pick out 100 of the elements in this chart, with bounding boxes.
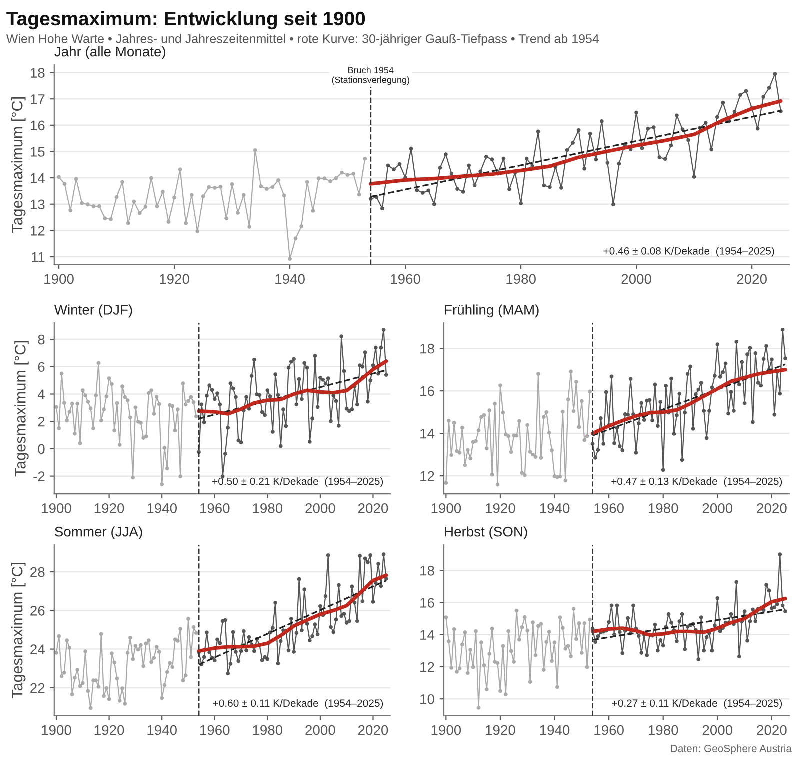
x-tick-label: 2020 [757, 725, 787, 736]
point [184, 221, 188, 226]
point [172, 196, 176, 200]
point [534, 653, 538, 658]
point [476, 428, 481, 433]
point [186, 399, 190, 404]
y-tick-label: 12 [30, 226, 45, 236]
point [506, 629, 511, 634]
point [352, 172, 356, 176]
point [76, 402, 80, 406]
point [68, 410, 72, 414]
point [493, 402, 497, 406]
point [126, 398, 130, 402]
point [173, 638, 178, 642]
point [488, 652, 492, 656]
point [501, 410, 506, 415]
line-series [197, 574, 388, 654]
line-series [197, 360, 388, 416]
x-tick-label: 1980 [253, 725, 283, 736]
point [588, 390, 592, 394]
y-tick-label: 16 [420, 598, 434, 608]
point [139, 421, 143, 425]
point [556, 685, 560, 690]
point [452, 421, 456, 425]
y-tick-label: 12 [420, 662, 434, 672]
ref-line-label: Bruch 1954 (Stationsverlegung) [332, 66, 410, 86]
x-tick-label: 1920 [94, 504, 124, 514]
point [146, 638, 151, 643]
point [550, 659, 554, 664]
point [110, 382, 114, 386]
point [74, 177, 78, 182]
point [138, 211, 142, 216]
point [574, 380, 578, 384]
point [542, 668, 546, 672]
point [574, 637, 578, 642]
y-tick-label: 24 [30, 644, 45, 654]
point [190, 193, 194, 198]
y-axis-title: Tagesmaximum [°C] [14, 341, 29, 477]
x-tick-label: 1900 [432, 504, 462, 514]
point [144, 642, 148, 646]
y-tick-label: 2 [38, 416, 45, 427]
point [189, 395, 194, 400]
chart-title: Frühling (MAM) [445, 304, 539, 318]
point [468, 648, 473, 652]
x-tick-label: 1960 [594, 504, 624, 514]
point [334, 176, 338, 180]
point [78, 442, 82, 446]
point [544, 410, 549, 414]
y-axis-title: Tagesmaximum [°C] [12, 563, 26, 699]
point [528, 680, 532, 684]
point [162, 683, 167, 688]
point [300, 224, 304, 228]
point [84, 394, 88, 398]
point [536, 624, 540, 628]
point [123, 702, 128, 706]
point [84, 650, 88, 654]
point [531, 620, 535, 624]
point [506, 434, 511, 438]
point [580, 399, 584, 404]
point [176, 639, 180, 643]
x-tick-label: 1960 [594, 725, 624, 736]
point [70, 692, 74, 696]
point [104, 394, 109, 399]
point [444, 481, 448, 486]
point [547, 430, 552, 435]
point [94, 394, 98, 398]
point [161, 190, 165, 194]
annotation: +0.47 ± 0.13 K/Dekade (1954–2025) [612, 478, 782, 488]
point [564, 478, 568, 483]
point [572, 607, 576, 611]
point [192, 625, 196, 630]
point [468, 456, 473, 461]
point [514, 608, 519, 613]
point [556, 475, 560, 480]
y-tick-label: 12 [420, 471, 434, 482]
point [178, 168, 182, 172]
point [452, 627, 456, 632]
point [194, 631, 198, 636]
point [490, 626, 494, 631]
point [176, 408, 180, 412]
point [520, 626, 524, 630]
point [569, 370, 573, 374]
x-tick-label: 2020 [358, 725, 388, 736]
point [99, 418, 104, 423]
point [160, 696, 164, 700]
point [92, 426, 96, 430]
x-tick-label: 2000 [622, 274, 652, 284]
point [572, 409, 576, 414]
point [526, 423, 530, 428]
x-tick-label: 1960 [200, 504, 230, 514]
point [109, 217, 113, 222]
point [162, 446, 167, 450]
point [480, 415, 484, 420]
point [526, 628, 530, 633]
point [213, 186, 217, 190]
point [118, 698, 122, 703]
x-tick-label: 2020 [737, 274, 767, 284]
point [168, 403, 172, 408]
point [92, 678, 96, 683]
point [60, 372, 64, 376]
